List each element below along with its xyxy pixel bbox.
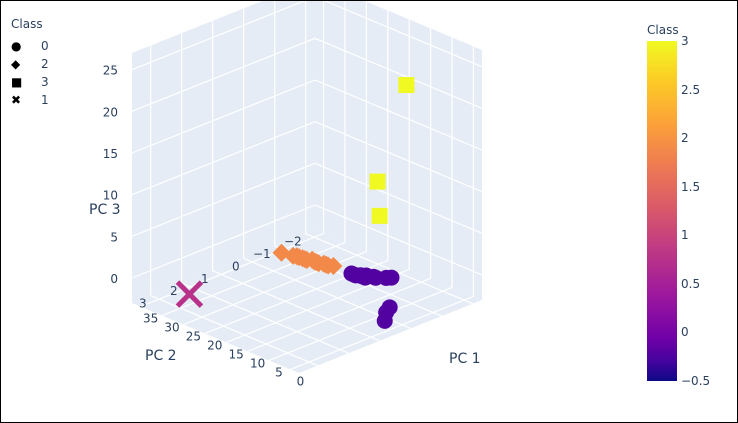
grid-line (131, 204, 316, 279)
point-class-1 (175, 280, 204, 308)
point-class-2 (272, 243, 291, 262)
grid-line (314, 79, 483, 151)
y-tick-label: 0 (232, 260, 240, 274)
y-tick-label: 1 (201, 272, 209, 286)
axis-panes (132, 1, 482, 373)
point-class-3 (369, 173, 386, 190)
grid-line (150, 295, 318, 367)
x-tick-label: 20 (207, 339, 222, 353)
colorbar-tick-label: 1.5 (681, 179, 701, 194)
grid-line (314, 121, 483, 193)
colorbar-tick-label: 0.5 (681, 276, 701, 291)
x-tick-labels: 05 10 15 20 25 30 35 (143, 312, 304, 389)
point-class-3 (371, 207, 388, 224)
point-class-3 (398, 76, 415, 93)
x-marker-stroke (175, 280, 204, 308)
y-axis-title: PC 2 (145, 348, 177, 364)
grid-line (323, 1, 483, 68)
grid-line (131, 162, 316, 237)
grid-line (212, 270, 380, 342)
x-tick-label: 35 (143, 312, 158, 326)
z-tick-label: 25 (103, 64, 118, 78)
x-tick-label: 0 (297, 374, 305, 388)
x-tick-label: 10 (250, 357, 265, 371)
circle-icon: ● (11, 39, 22, 53)
right-wall-pane (315, 1, 482, 300)
z-tick-label: 10 (103, 189, 118, 203)
x-tick-label: 25 (186, 330, 201, 344)
colorbar-gradient (647, 41, 677, 381)
z-tick-labels: 0 5 10 15 20 25 (103, 64, 118, 286)
grid-line (305, 233, 473, 305)
grid-line (268, 286, 453, 361)
legend-item-class-2[interactable]: ◆ 2 (11, 55, 49, 73)
x-axis-title: PC 1 (449, 351, 481, 367)
grid-line (131, 37, 316, 112)
colorbar: Class 3 2.5 2 1.5 1 0.5 0 −0.5 (647, 23, 710, 388)
colorbar-tick-label: 3 (681, 34, 689, 48)
point-class-2 (324, 257, 343, 275)
x-tick-label: 5 (275, 365, 283, 379)
data-points (175, 76, 415, 329)
legend-item-class-0[interactable]: ● 0 (11, 37, 49, 55)
grid-line (290, 295, 474, 370)
colorbar-tick-label: −0.5 (681, 374, 711, 388)
left-wall-pane (132, 1, 315, 303)
legend-label: 2 (41, 57, 49, 71)
legend-item-class-1[interactable]: ✖ 1 (11, 91, 49, 109)
grid-line (140, 233, 324, 308)
z-tick-label: 20 (103, 105, 118, 119)
colorbar-tick-label: 2.5 (681, 82, 701, 97)
z-tick-label: 15 (103, 147, 118, 161)
grid-line (314, 162, 483, 234)
x-tick-label: 30 (164, 321, 179, 335)
x-icon: ✖ (11, 93, 22, 107)
legend-item-class-3[interactable]: ■ 3 (11, 73, 49, 91)
colorbar-tick-label: 0 (681, 325, 689, 340)
z-axis-title: PC 3 (89, 202, 121, 218)
y-tick-label: 2 (170, 284, 178, 298)
x-tick-label: 15 (229, 348, 244, 362)
legend-label: 3 (41, 75, 49, 89)
y-tick-label: −2 (284, 235, 302, 249)
grid-line (314, 204, 483, 276)
point-class-0 (343, 265, 360, 282)
legend: Class ● 0 ◆ 2 ■ 3 ✖ 1 (11, 17, 49, 109)
grid-line (131, 121, 316, 196)
grid-line (181, 282, 349, 354)
diamond-icon: ◆ (11, 57, 21, 71)
z-tick-label: 0 (110, 272, 118, 286)
grid-line (131, 79, 316, 154)
grid-line (314, 37, 483, 109)
colorbar-tick-label: 1 (681, 228, 689, 243)
point-class-0 (376, 312, 393, 329)
colorbar-tick-label: 2 (681, 131, 689, 146)
legend-label: 0 (41, 39, 49, 53)
grid-line (247, 277, 431, 353)
colorbar-title: Class (647, 23, 679, 37)
y-tick-label: −1 (253, 247, 271, 261)
floor-pane (132, 230, 482, 373)
legend-label: 1 (41, 93, 49, 107)
y-tick-label: 3 (139, 297, 147, 311)
y-tick-labels: −2 −1 0 1 2 3 (139, 235, 302, 311)
z-tick-label: 5 (110, 230, 118, 244)
grid-line (131, 1, 306, 71)
square-icon: ■ (11, 75, 23, 89)
legend-title: Class (11, 17, 43, 31)
